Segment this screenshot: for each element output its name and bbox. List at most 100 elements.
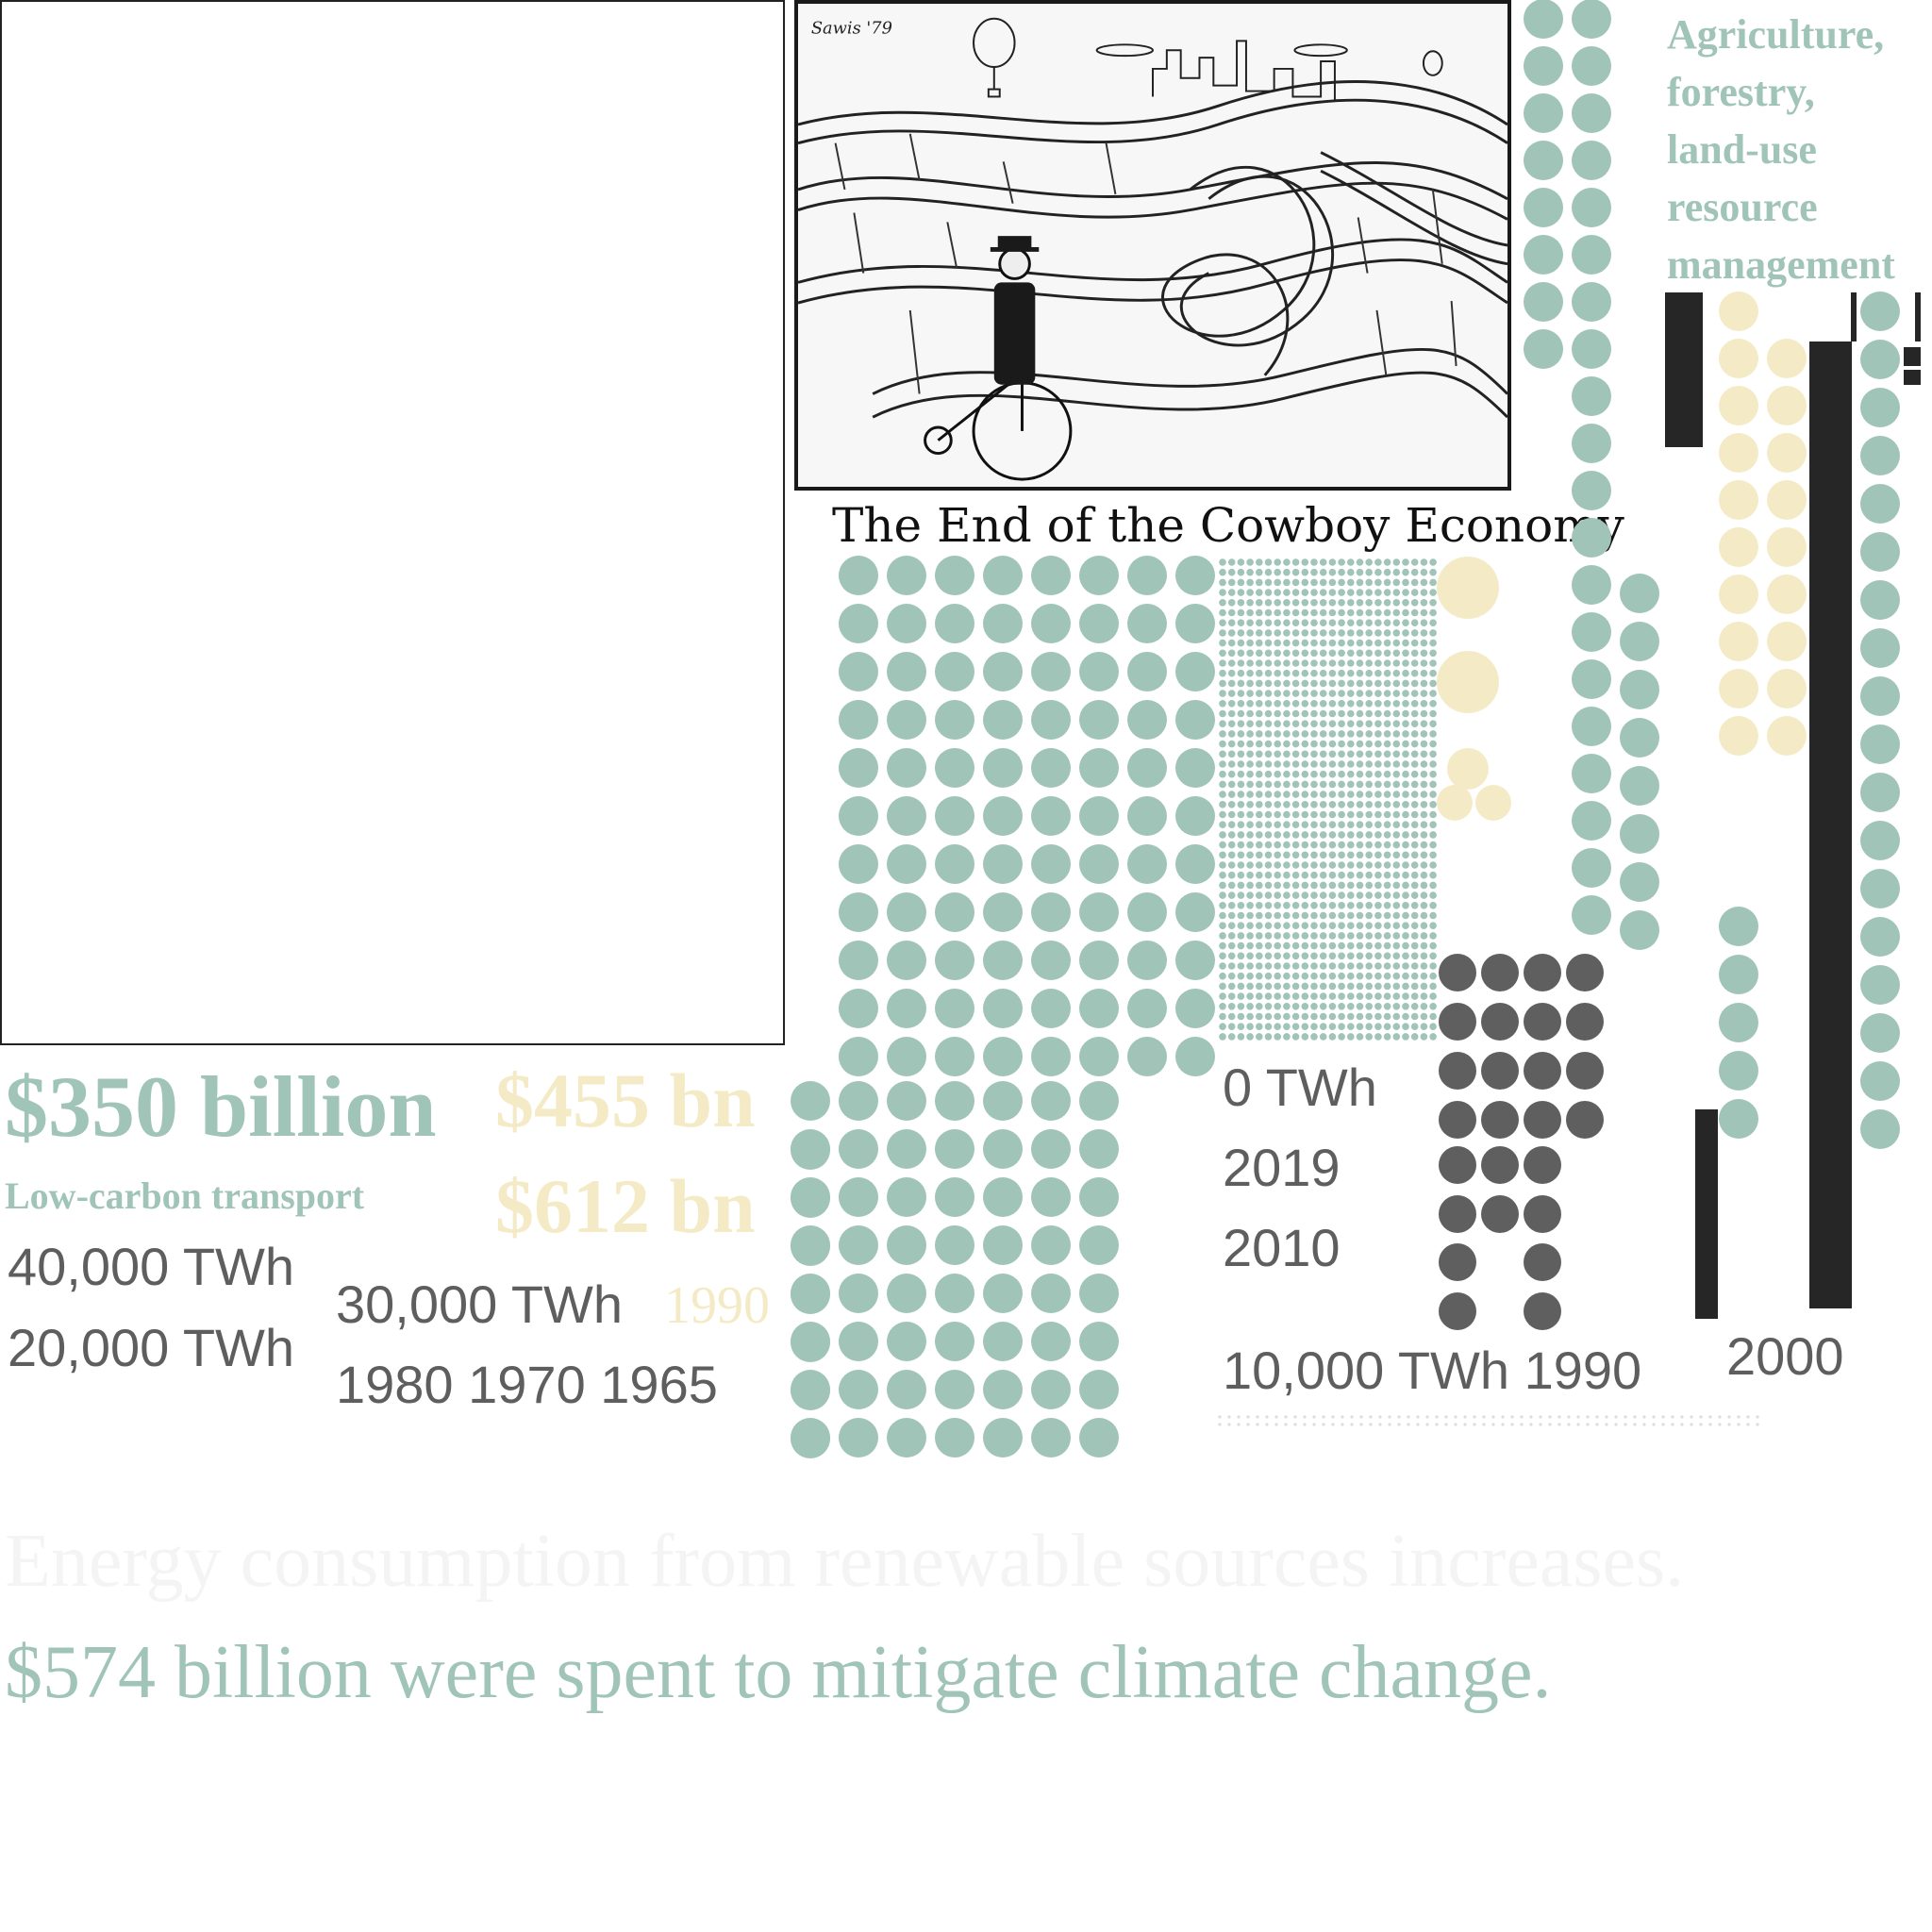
- dot-mark: [1392, 941, 1401, 950]
- dot-mark: [1291, 659, 1300, 667]
- dot-mark: [1356, 932, 1364, 940]
- dot-mark: [1524, 1146, 1561, 1184]
- dot-mark: [1690, 1423, 1693, 1426]
- dot-mark: [1365, 962, 1373, 970]
- dot-mark: [1338, 791, 1345, 798]
- dot-mark: [1429, 760, 1437, 768]
- dot-mark: [1227, 972, 1236, 980]
- dot-mark: [1246, 558, 1254, 566]
- dot-mark: [1319, 669, 1327, 677]
- dot-mark: [1356, 619, 1364, 626]
- dot-mark: [1291, 1033, 1300, 1041]
- dot-mark: [1283, 861, 1291, 869]
- dot-mark: [1347, 1033, 1355, 1041]
- dot-mark: [1501, 1415, 1505, 1419]
- dot-mark: [1402, 1012, 1409, 1021]
- dot-mark: [1283, 851, 1291, 859]
- dot-mark: [1283, 558, 1291, 566]
- dot-mark: [1256, 962, 1263, 970]
- dot-mark: [1265, 1423, 1269, 1426]
- dot-mark: [1429, 922, 1437, 929]
- dot-mark: [1291, 578, 1300, 587]
- dot-mark: [1274, 851, 1281, 859]
- dot-mark: [1227, 861, 1236, 869]
- dot-mark: [1719, 339, 1758, 378]
- dot-mark: [1246, 841, 1254, 849]
- dot-mark: [1227, 841, 1236, 849]
- dot-mark: [983, 1418, 1023, 1457]
- dot-mark: [1410, 780, 1419, 789]
- dot-mark: [1301, 730, 1309, 738]
- dot-mark: [1392, 770, 1401, 778]
- dot-mark: [1435, 1423, 1439, 1426]
- dot-mark: [983, 652, 1023, 691]
- dot-mark: [1237, 760, 1245, 768]
- dot-mark: [1356, 1003, 1364, 1010]
- dot-mark: [1319, 881, 1327, 890]
- dot-mark: [1719, 907, 1758, 946]
- dot-mark: [1219, 599, 1226, 607]
- dot-mark: [1383, 831, 1391, 839]
- cartoon-illustration: Sawis '79: [794, 0, 1511, 491]
- dot-mark: [1312, 1423, 1316, 1426]
- dot-mark: [1256, 932, 1263, 940]
- dot-mark: [1365, 619, 1373, 626]
- dot-mark: [1283, 1023, 1291, 1030]
- dot-mark: [1420, 1033, 1428, 1041]
- dot-mark: [1283, 1012, 1291, 1021]
- dot-mark: [1365, 891, 1373, 899]
- dot-mark: [1283, 871, 1291, 879]
- dot-mark: [1402, 851, 1409, 859]
- dot-mark: [839, 1081, 878, 1121]
- dot-mark: [1402, 861, 1409, 869]
- dot-mark: [1420, 831, 1428, 839]
- dot-mark: [1429, 810, 1437, 819]
- dot-mark: [1410, 911, 1419, 920]
- dot-mark: [1291, 891, 1300, 899]
- dot-mark: [1402, 740, 1409, 748]
- dot-mark: [1378, 1423, 1382, 1426]
- dot-mark: [1338, 740, 1345, 748]
- dot-mark: [1392, 922, 1401, 929]
- dot-mark: [1237, 1033, 1245, 1041]
- dot-mark: [1410, 810, 1419, 819]
- dot-mark: [1310, 810, 1318, 819]
- dot-mark: [1356, 881, 1364, 890]
- dot-mark: [1227, 780, 1236, 789]
- dot-mark: [1219, 589, 1226, 596]
- dot-mark: [1328, 750, 1337, 758]
- dot-mark: [1392, 932, 1401, 940]
- dot-mark: [1301, 932, 1309, 940]
- dot-mark: [1429, 750, 1437, 758]
- dot-mark: [1219, 941, 1226, 950]
- dot-mark: [1539, 1415, 1542, 1419]
- dot-mark: [1237, 730, 1245, 738]
- dot-mark: [1402, 649, 1409, 658]
- dot-mark: [1237, 922, 1245, 929]
- dot-mark: [1392, 801, 1401, 808]
- dot-mark: [1328, 941, 1337, 950]
- dot-mark: [1420, 891, 1428, 899]
- dot-mark: [1237, 659, 1245, 667]
- dot-mark: [1237, 952, 1245, 960]
- dot-mark: [1439, 1146, 1476, 1184]
- dot-mark: [1291, 770, 1300, 778]
- dot-mark: [1227, 629, 1236, 637]
- dot-mark: [1420, 932, 1428, 940]
- dot-mark: [935, 989, 974, 1028]
- dot-mark: [1481, 1052, 1519, 1090]
- dot-mark: [1378, 1415, 1382, 1419]
- dot-mark: [1356, 841, 1364, 849]
- dot-mark: [1256, 690, 1263, 697]
- dot-mark: [1301, 599, 1309, 607]
- dot-mark: [1524, 1243, 1561, 1281]
- dot-mark: [1319, 841, 1327, 849]
- dot-mark: [1227, 992, 1236, 1000]
- dot-mark: [1374, 568, 1382, 576]
- dot-mark: [1392, 972, 1401, 980]
- dot-mark: [1338, 952, 1345, 960]
- dot-mark: [1310, 841, 1318, 849]
- dot-mark: [1420, 679, 1428, 688]
- dot-mark: [1264, 922, 1273, 929]
- dot-mark: [1482, 1415, 1486, 1419]
